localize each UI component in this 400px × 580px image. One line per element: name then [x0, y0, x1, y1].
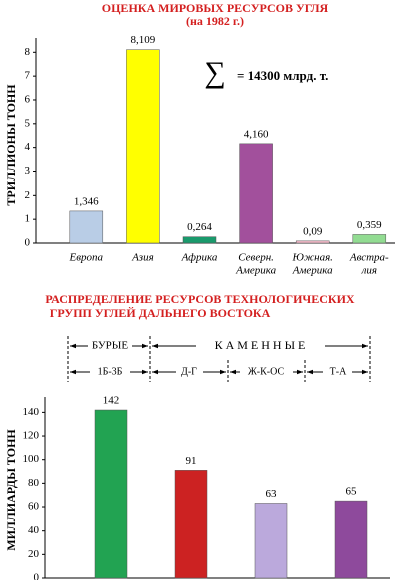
x-tick-label: Северн.: [238, 252, 274, 264]
y-tick-label: 140: [23, 406, 40, 418]
annotation-symbol: ∑: [204, 56, 225, 89]
group-label: К А М Е Н Н Ы Е: [215, 338, 306, 352]
y-tick-label: 4: [25, 141, 31, 153]
x-tick-label: Америка: [292, 265, 333, 277]
y-tick-label: 5: [25, 117, 31, 129]
y-tick-label: 3: [25, 165, 31, 177]
value-label: 0,359: [357, 219, 382, 231]
x-tick-label: Африка: [181, 252, 218, 264]
bar: [182, 236, 217, 244]
bar: [295, 240, 330, 244]
y-tick-label: 100: [23, 453, 40, 465]
y-tick-label: 0: [34, 572, 40, 580]
value-label: 142: [103, 395, 120, 407]
value-label: 8,109: [131, 34, 156, 46]
annotation: = 14300 млрд. т.: [237, 68, 328, 83]
y-axis-label: МИЛЛИАРДЫ ТОНН: [4, 429, 18, 551]
bar: [239, 143, 273, 244]
chart-title: ОЦЕНКА МИРОВЫХ РЕСУРСОВ УГЛЯ: [102, 1, 329, 15]
bar: [254, 503, 288, 579]
bar: [174, 470, 208, 579]
group-label: БУРЫЕ: [92, 340, 128, 352]
x-tick-label: 1Б-3Б: [98, 366, 123, 377]
bar: [69, 210, 104, 244]
x-tick-label: Европа: [69, 252, 104, 264]
value-label: 4,160: [244, 128, 269, 140]
y-tick-label: 1: [25, 213, 31, 225]
x-tick-label: Южная.: [291, 252, 332, 264]
bar: [334, 500, 368, 579]
value-label: 65: [346, 486, 358, 498]
value-label: 0,09: [303, 225, 323, 237]
x-tick-label: лия: [361, 265, 377, 277]
y-axis-label: ТРИЛЛИОНЫ ТОНН: [4, 84, 18, 206]
y-tick-label: 80: [28, 477, 40, 489]
bar: [126, 49, 160, 244]
x-tick-label: Австра-: [349, 252, 389, 264]
chart-title: ГРУПП УГЛЕЙ ДАЛЬНЕГО ВОСТОКА: [50, 306, 271, 320]
x-tick-label: Азия: [131, 252, 154, 264]
y-tick-label: 60: [28, 501, 40, 513]
chart-subtitle: (на 1982 г.): [186, 14, 244, 28]
y-tick-label: 40: [28, 524, 40, 536]
chart-title: РАСПРЕДЕЛЕНИЕ РЕСУРСОВ ТЕХНОЛОГИЧЕСКИХ: [45, 292, 355, 306]
x-tick-label: Ж-К-ОС: [248, 366, 285, 377]
x-tick-label: Д-Г: [181, 366, 197, 377]
x-tick-label: Т-А: [330, 366, 347, 377]
x-tick-label: Америка: [235, 265, 276, 277]
bar: [352, 234, 387, 244]
y-tick-label: 0: [25, 237, 31, 249]
bar: [94, 409, 128, 579]
y-tick-label: 120: [23, 430, 40, 442]
y-tick-label: 20: [28, 548, 40, 560]
y-tick-label: 6: [25, 94, 31, 106]
value-label: 1,346: [74, 195, 99, 207]
y-tick-label: 8: [25, 46, 31, 58]
group-brackets: [67, 336, 371, 382]
value-label: 63: [266, 488, 278, 500]
value-label: 0,264: [187, 221, 212, 233]
y-tick-label: 2: [25, 189, 31, 201]
value-label: 91: [186, 455, 197, 467]
y-tick-label: 7: [25, 70, 31, 82]
